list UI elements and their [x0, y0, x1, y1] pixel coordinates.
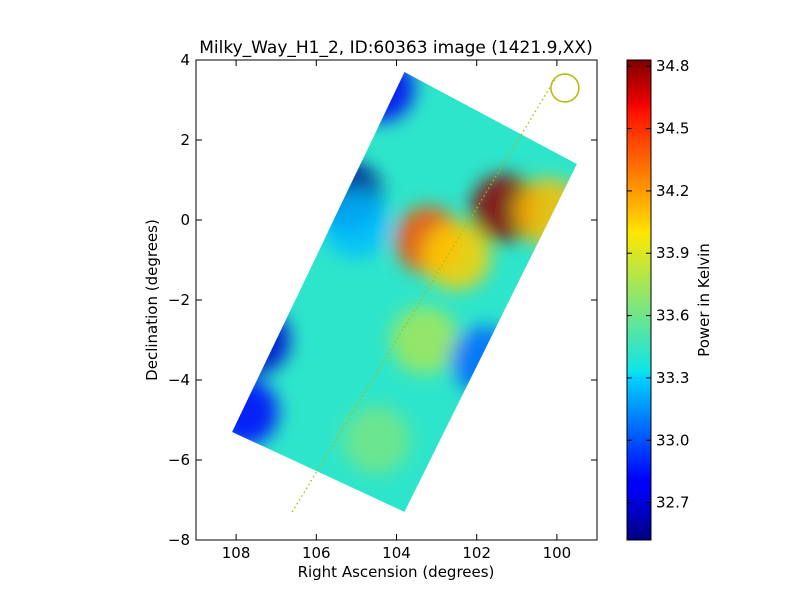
colorbar-label: Power in Kelvin	[695, 243, 713, 357]
map-feature-4	[232, 378, 279, 446]
map-feature-8	[422, 222, 491, 290]
map-feature-5	[322, 190, 391, 258]
chart-title: Milky_Way_H1_2, ID:60363 image (1421.9,X…	[199, 38, 592, 58]
colorbar	[626, 59, 652, 541]
colorbar-tick-label: 33.6	[656, 307, 689, 325]
beam-marker	[550, 73, 580, 103]
map-feature-2	[346, 72, 415, 122]
colorbar-tick-label: 34.2	[656, 182, 689, 200]
x-tick-label: 100	[543, 544, 572, 562]
colorbar-tick-label: 33.0	[656, 431, 689, 449]
y-tick-label: 2	[180, 131, 190, 149]
y-axis-label: Declination (degrees)	[143, 219, 161, 381]
x-tick-label: 104	[382, 544, 411, 562]
map-feature-12	[342, 406, 411, 474]
y-tick-label: 4	[180, 51, 190, 69]
heatmap-region	[232, 72, 577, 512]
map-feature-11	[450, 326, 519, 394]
map-feature-10	[390, 306, 459, 374]
y-tick-label: −2	[168, 291, 190, 309]
y-axis-ticks: 4 2 0 −2 −4 −6 −8	[168, 51, 597, 549]
y-tick-label: −8	[168, 531, 190, 549]
colorbar-tick-label: 34.8	[656, 57, 689, 75]
x-tick-label: 108	[222, 544, 251, 562]
y-tick-label: −6	[168, 451, 190, 469]
x-axis-ticks: 108 106 104 102 100	[222, 60, 571, 562]
map-feature-3	[232, 306, 291, 374]
y-tick-label: 0	[180, 211, 190, 229]
map-feature-9	[514, 178, 577, 246]
x-axis-label: Right Ascension (degrees)	[298, 563, 495, 581]
colorbar-tick-label: 34.5	[656, 120, 689, 138]
x-tick-label: 106	[302, 544, 331, 562]
x-tick-label: 102	[462, 544, 491, 562]
colorbar-tick-label: 33.3	[656, 369, 689, 387]
colorbar-tick-label: 33.9	[656, 244, 689, 262]
y-tick-label: −4	[168, 371, 190, 389]
colorbar-tick-label: 32.7	[656, 494, 689, 512]
colorbar-ticks: 32.7 33.0 33.3 33.6 33.9 34.2 34.5 34.8	[627, 57, 689, 512]
